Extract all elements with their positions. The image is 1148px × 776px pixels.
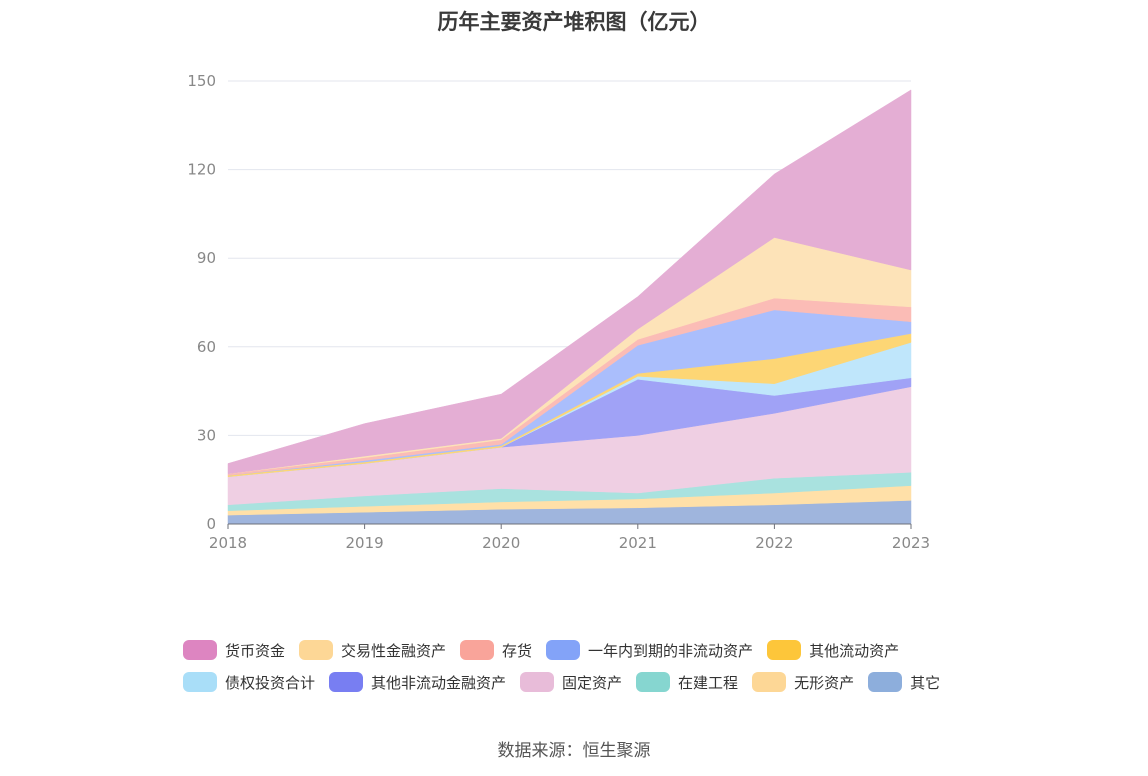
x-tick-label: 2021 (619, 534, 657, 552)
legend-label: 一年内到期的非流动资产 (588, 641, 754, 660)
legend-label: 货币资金 (225, 641, 286, 660)
axes: 0 30 60 90 120 150 2018 2019 2020 2021 2022 2023 (187, 72, 930, 552)
legend-swatch (752, 672, 787, 692)
legend-swatch (520, 672, 555, 692)
legend-label: 债权投资合计 (225, 673, 316, 692)
y-tick-label: 0 (206, 515, 216, 533)
y-tick-label: 60 (197, 338, 216, 356)
legend-item[interactable]: 无形资产 (752, 672, 854, 693)
legend-label: 其它 (910, 673, 941, 692)
legend-label: 其他流动资产 (809, 641, 900, 660)
legend-item[interactable]: 在建工程 (636, 672, 738, 693)
x-tick-label: 2019 (346, 534, 384, 552)
legend-swatch (546, 640, 581, 660)
legend-item[interactable]: 其它 (868, 672, 940, 693)
legend-label: 交易性金融资产 (341, 641, 447, 660)
legend-swatch (868, 672, 903, 692)
x-tick-label: 2022 (755, 534, 793, 552)
legend-label: 在建工程 (678, 673, 739, 692)
source-note: 数据来源：恒生聚源 (497, 741, 651, 761)
legend-item[interactable]: 固定资产 (520, 672, 622, 693)
area-series-货币资金 (227, 89, 912, 475)
legend-swatch (299, 640, 334, 660)
legend-row-1: 货币资金 交易性金融资产 存货 一年内到期的非流动资产 其他流动资产 (183, 639, 1043, 661)
legend-item[interactable]: 其他非流动金融资产 (329, 672, 506, 693)
legend-label: 存货 (502, 641, 533, 660)
area-series (227, 89, 912, 525)
legend-swatch (183, 672, 217, 692)
legend-label: 固定资产 (562, 673, 623, 692)
legend-item[interactable]: 货币资金 (183, 640, 285, 661)
x-tick-label: 2023 (892, 534, 930, 552)
legend-row-2: 债权投资合计 其他非流动金融资产 固定资产 在建工程 无形资产 其它 (183, 671, 1043, 693)
y-tick-label: 30 (197, 426, 216, 444)
legend-swatch (329, 672, 364, 692)
chart-title: 历年主要资产堆积图（亿元） (437, 10, 711, 34)
legend: 货币资金 交易性金融资产 存货 一年内到期的非流动资产 其他流动资产 债权投资合计 其他非… (183, 639, 1043, 703)
x-tick-label: 2020 (482, 534, 520, 552)
legend-swatch (460, 640, 495, 660)
y-tick-label: 90 (197, 249, 216, 267)
legend-item[interactable]: 其他流动资产 (767, 640, 899, 661)
legend-item[interactable]: 存货 (460, 640, 532, 661)
legend-item[interactable]: 交易性金融资产 (299, 640, 446, 661)
legend-label: 其他非流动金融资产 (371, 673, 507, 692)
legend-item[interactable]: 债权投资合计 (183, 672, 315, 693)
legend-label: 无形资产 (794, 673, 855, 692)
legend-item[interactable]: 一年内到期的非流动资产 (546, 640, 753, 661)
legend-swatch (636, 672, 671, 692)
y-tick-label: 150 (187, 72, 216, 90)
x-tick-label: 2018 (209, 534, 247, 552)
stacked-area-chart: 0 30 60 90 120 150 2018 2019 2020 2021 2022 2023 (187, 72, 930, 552)
y-tick-label: 120 (187, 161, 216, 179)
legend-swatch (767, 640, 802, 660)
legend-swatch (183, 640, 217, 660)
